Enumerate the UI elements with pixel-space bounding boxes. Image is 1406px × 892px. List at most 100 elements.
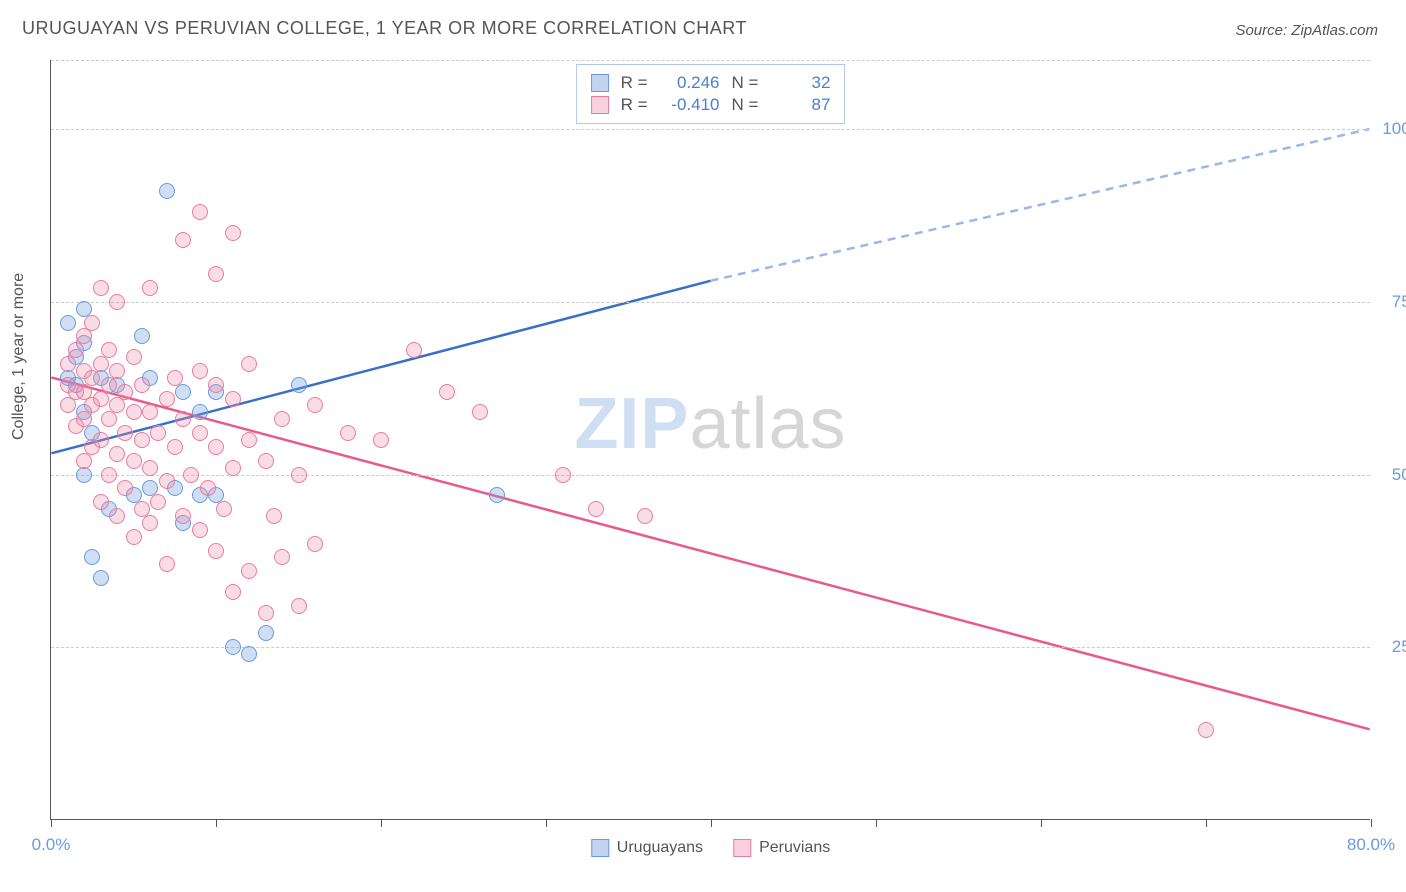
chart-title: URUGUAYAN VS PERUVIAN COLLEGE, 1 YEAR OR… (22, 18, 747, 39)
point-peruvian (159, 473, 175, 489)
point-peruvian (340, 425, 356, 441)
point-peruvian (68, 342, 84, 358)
point-peruvian (183, 467, 199, 483)
series-legend: Uruguayans Peruvians (591, 839, 830, 857)
point-uruguayan (84, 549, 100, 565)
point-peruvian (192, 425, 208, 441)
point-peruvian (76, 411, 92, 427)
point-peruvian (109, 397, 125, 413)
y-axis-label: College, 1 year or more (10, 273, 28, 440)
point-peruvian (109, 508, 125, 524)
point-uruguayan (76, 467, 92, 483)
point-peruvian (192, 204, 208, 220)
grid-line (51, 129, 1370, 130)
point-uruguayan (159, 183, 175, 199)
point-peruvian (126, 453, 142, 469)
x-tick-label: 80.0% (1347, 835, 1395, 855)
point-peruvian (192, 363, 208, 379)
point-peruvian (225, 225, 241, 241)
point-peruvian (93, 494, 109, 510)
point-peruvian (167, 370, 183, 386)
point-peruvian (84, 315, 100, 331)
point-peruvian (208, 439, 224, 455)
point-peruvian (117, 425, 133, 441)
point-peruvian (93, 280, 109, 296)
x-tick (51, 819, 52, 827)
swatch-blue-icon (591, 839, 609, 857)
point-peruvian (60, 397, 76, 413)
point-peruvian (307, 536, 323, 552)
x-tick (216, 819, 217, 827)
point-peruvian (274, 549, 290, 565)
point-peruvian (555, 467, 571, 483)
point-peruvian (134, 377, 150, 393)
point-peruvian (117, 384, 133, 400)
point-peruvian (93, 356, 109, 372)
point-peruvian (225, 391, 241, 407)
point-peruvian (84, 370, 100, 386)
source-attribution: Source: ZipAtlas.com (1235, 22, 1378, 39)
point-peruvian (637, 508, 653, 524)
point-peruvian (216, 501, 232, 517)
point-uruguayan (192, 404, 208, 420)
point-uruguayan (93, 570, 109, 586)
point-peruvian (373, 432, 389, 448)
x-tick-label: 0.0% (32, 835, 71, 855)
point-uruguayan (489, 487, 505, 503)
point-peruvian (175, 232, 191, 248)
point-uruguayan (225, 639, 241, 655)
point-peruvian (101, 411, 117, 427)
point-peruvian (101, 342, 117, 358)
point-uruguayan (258, 625, 274, 641)
point-peruvian (109, 294, 125, 310)
x-tick (711, 819, 712, 827)
y-tick-label: 25.0% (1380, 637, 1406, 657)
point-peruvian (307, 397, 323, 413)
point-peruvian (126, 404, 142, 420)
point-uruguayan (60, 315, 76, 331)
point-peruvian (266, 508, 282, 524)
point-peruvian (274, 411, 290, 427)
point-peruvian (142, 460, 158, 476)
point-peruvian (175, 508, 191, 524)
point-peruvian (109, 363, 125, 379)
point-peruvian (439, 384, 455, 400)
point-peruvian (175, 411, 191, 427)
point-peruvian (241, 356, 257, 372)
point-peruvian (60, 356, 76, 372)
y-tick-label: 50.0% (1380, 465, 1406, 485)
point-peruvian (159, 556, 175, 572)
y-tick-label: 75.0% (1380, 292, 1406, 312)
point-peruvian (167, 439, 183, 455)
x-tick (546, 819, 547, 827)
point-peruvian (200, 480, 216, 496)
grid-line (51, 60, 1370, 61)
swatch-pink-icon (733, 839, 751, 857)
point-peruvian (101, 377, 117, 393)
point-peruvian (150, 425, 166, 441)
point-peruvian (134, 432, 150, 448)
x-tick (1371, 819, 1372, 827)
point-uruguayan (291, 377, 307, 393)
point-peruvian (225, 460, 241, 476)
point-peruvian (192, 522, 208, 538)
point-peruvian (291, 467, 307, 483)
x-tick (381, 819, 382, 827)
point-peruvian (150, 494, 166, 510)
x-tick (1041, 819, 1042, 827)
point-peruvian (241, 563, 257, 579)
grid-line (51, 302, 1370, 303)
point-uruguayan (175, 384, 191, 400)
x-tick (1206, 819, 1207, 827)
grid-line (51, 475, 1370, 476)
point-peruvian (208, 377, 224, 393)
point-peruvian (126, 349, 142, 365)
legend-item-uruguayans: Uruguayans (591, 839, 703, 857)
point-peruvian (93, 391, 109, 407)
point-peruvian (241, 432, 257, 448)
point-peruvian (159, 391, 175, 407)
point-peruvian (258, 605, 274, 621)
point-peruvian (258, 453, 274, 469)
point-uruguayan (241, 646, 257, 662)
legend-item-peruvians: Peruvians (733, 839, 830, 857)
